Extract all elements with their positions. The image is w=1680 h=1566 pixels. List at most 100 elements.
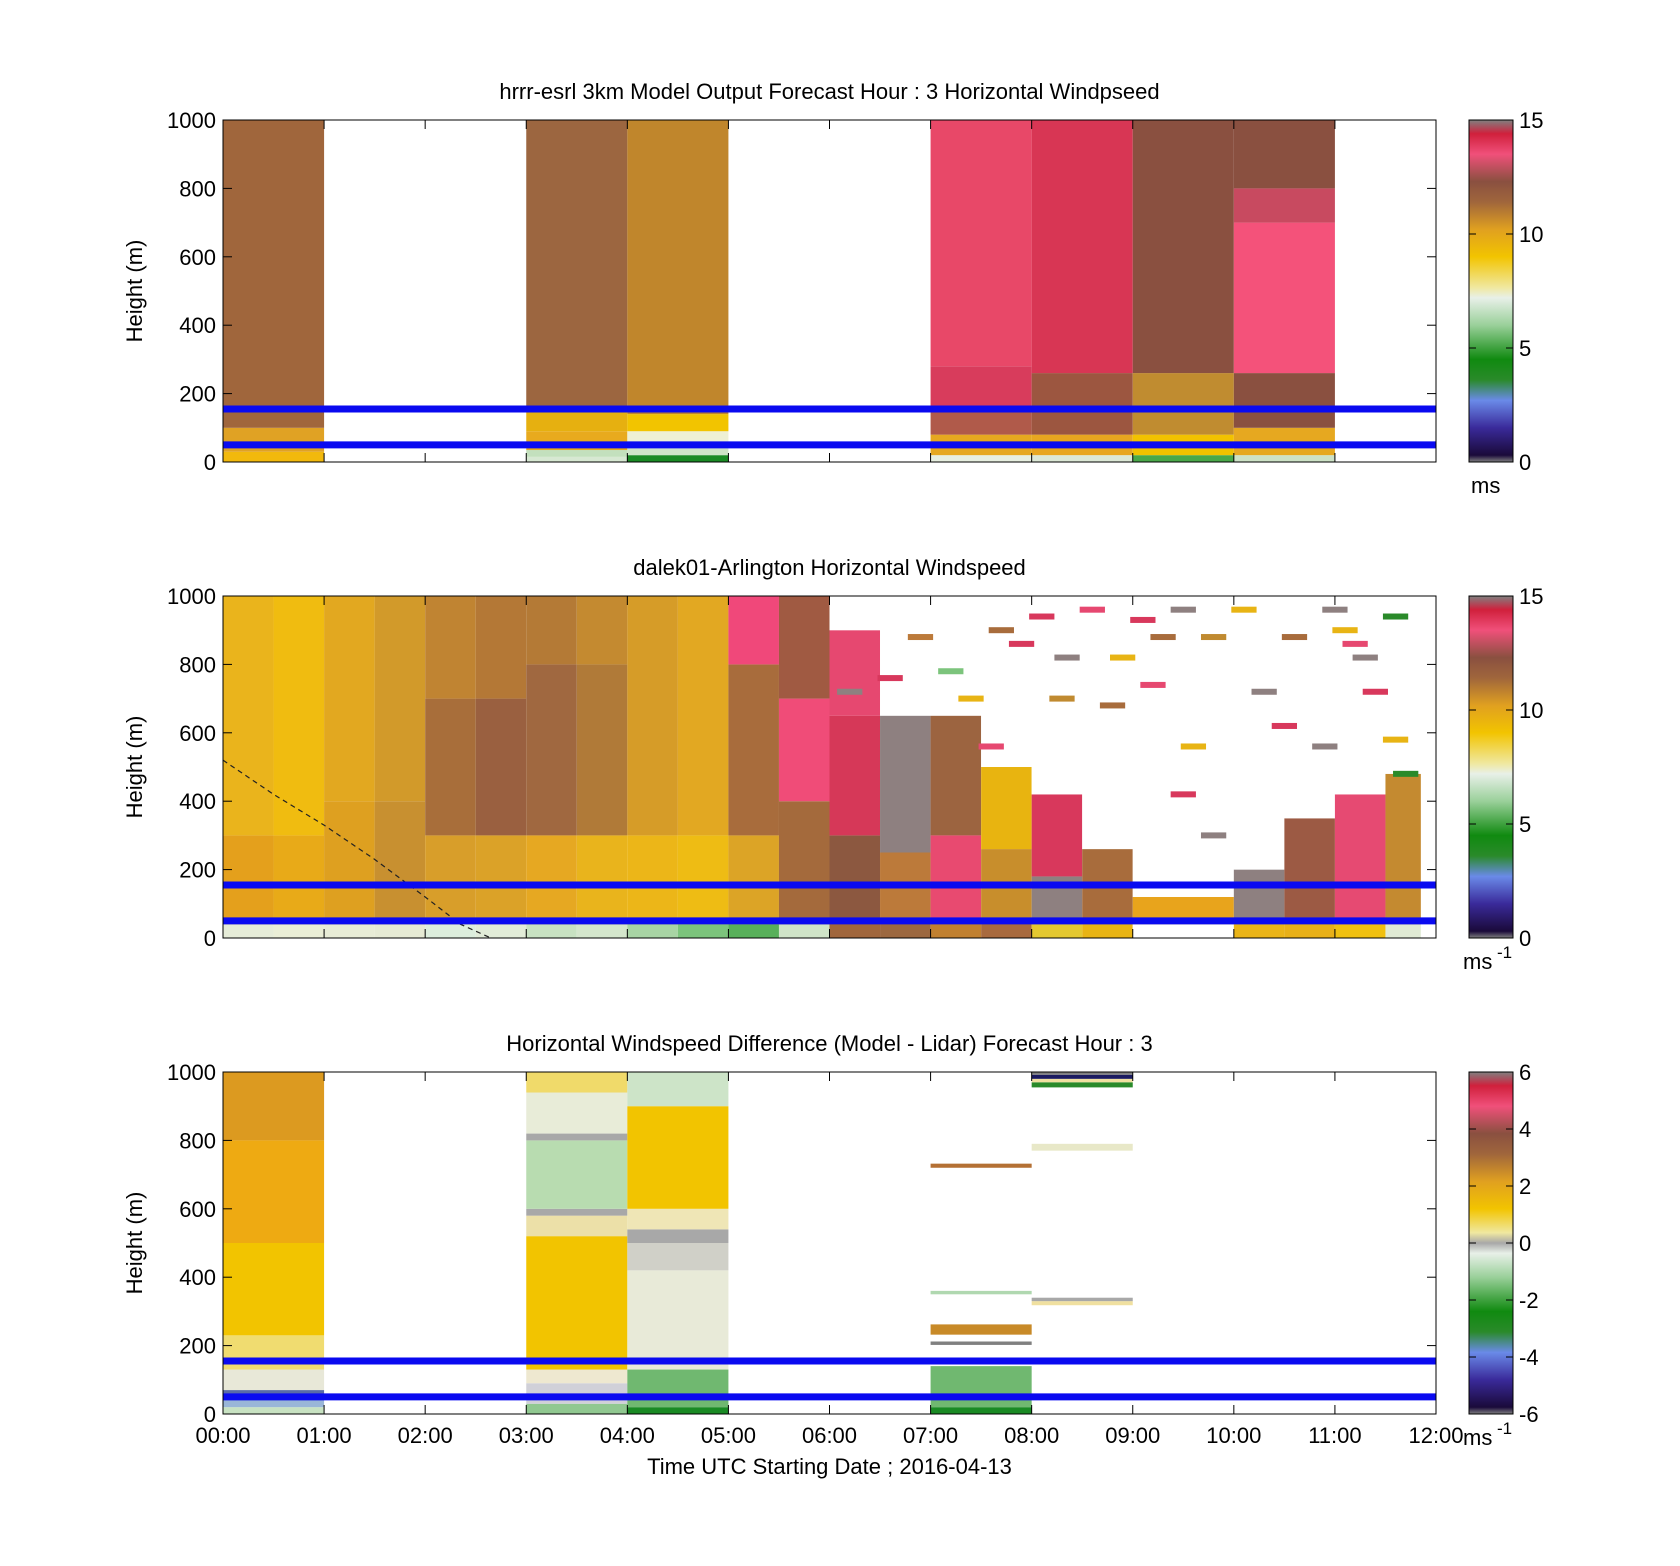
heat-cell	[627, 596, 678, 836]
heat-cell	[1054, 654, 1080, 661]
heat-cell	[526, 1369, 628, 1384]
heat-cell	[425, 835, 476, 925]
heat-cell	[576, 664, 628, 836]
heat-cell	[930, 715, 982, 836]
heat-cell	[1008, 640, 1035, 647]
heat-cell	[627, 120, 729, 415]
y-tick-label: 800	[179, 652, 216, 677]
heat-cell	[981, 767, 1032, 850]
colorbar-tick-label: 15	[1519, 584, 1543, 609]
heat-cell	[324, 924, 375, 938]
panel-title: hrrr-esrl 3km Model Output Forecast Hour…	[499, 79, 1159, 104]
heat-cell	[526, 835, 577, 925]
heat-cell	[1132, 924, 1234, 938]
heat-cell	[1271, 722, 1298, 729]
heat-cell	[1031, 455, 1133, 462]
heat-cell	[627, 1208, 729, 1230]
heat-cell	[425, 596, 476, 699]
heat-cell	[978, 743, 1004, 750]
heat-cell	[324, 801, 375, 925]
heat-cell	[880, 596, 931, 716]
panel-3: 0 200 400 600 800 1000 00:00 01:00 02:00 03:00 04:…	[122, 1031, 1539, 1479]
heat-cell	[627, 835, 678, 925]
heat-cell	[1079, 606, 1105, 613]
y-tick-label: 400	[179, 1265, 216, 1290]
heat-cell	[930, 1163, 1032, 1168]
colorbar-unit-exponent: -1	[1497, 1419, 1512, 1438]
heat-cell	[223, 1407, 325, 1414]
colorbar-tick-label: -2	[1519, 1288, 1539, 1313]
heat-cell	[1233, 455, 1335, 462]
heat-cell	[475, 698, 527, 836]
x-tick-label: 05:00	[701, 1423, 756, 1448]
heat-cell	[1382, 613, 1409, 620]
heat-cell	[1031, 924, 1083, 938]
y-tick-label: 0	[204, 450, 216, 475]
x-tick-label: 09:00	[1105, 1423, 1160, 1448]
heat-cell	[1031, 794, 1083, 877]
heat-cell	[930, 1290, 1032, 1295]
heat-cell	[223, 1072, 325, 1141]
heat-cell	[1231, 606, 1257, 613]
heat-cell	[223, 1369, 325, 1391]
heat-cell	[223, 1400, 325, 1408]
heat-cell	[778, 801, 830, 925]
heat-cell	[1132, 120, 1234, 374]
heat-cell	[374, 596, 426, 802]
heat-cell	[223, 120, 325, 428]
heat-cell	[677, 596, 729, 836]
panel-1: 0 200 400 600 800 1000 hrrr-esrl 3km Model Out…	[122, 79, 1543, 498]
heat-cell	[1385, 924, 1421, 938]
heat-cell	[1334, 596, 1386, 795]
x-tick-label: 08:00	[1004, 1423, 1059, 1448]
x-tick-label: 07:00	[903, 1423, 958, 1448]
heat-cell	[374, 801, 426, 925]
heat-cell	[1312, 743, 1338, 750]
heat-cell	[273, 924, 325, 938]
heat-cell	[223, 596, 274, 836]
y-axis-label: Height (m)	[122, 716, 147, 819]
x-axis-label: Time UTC Starting Date ; 2016-04-13	[647, 1454, 1012, 1479]
heat-cell	[576, 596, 628, 665]
heat-cell	[677, 835, 729, 925]
heat-cell	[930, 455, 1032, 462]
y-tick-label: 800	[179, 176, 216, 201]
heat-cell	[1284, 818, 1335, 918]
heat-cell	[1362, 688, 1388, 695]
heat-cell	[627, 448, 729, 456]
heat-cell	[223, 1243, 325, 1336]
heat-cell	[223, 835, 274, 925]
heat-cell	[1180, 743, 1207, 750]
heat-cell	[627, 924, 678, 938]
x-tick-label: 06:00	[802, 1423, 857, 1448]
heat-cell	[778, 924, 830, 938]
heat-cell	[223, 924, 274, 938]
heat-cell	[223, 451, 325, 462]
heat-cell	[938, 668, 964, 675]
heat-cell	[374, 924, 426, 938]
y-tick-label: 0	[204, 1402, 216, 1427]
heat-cell	[907, 634, 934, 641]
heat-cell	[1334, 924, 1386, 938]
colorbar-unit-exponent: -1	[1497, 943, 1512, 962]
heat-cell	[1031, 1143, 1133, 1151]
y-tick-label: 800	[179, 1128, 216, 1153]
heat-cell	[930, 1341, 1032, 1345]
heat-cell	[425, 698, 476, 836]
heat-cell	[627, 1407, 729, 1414]
colorbar-tick-label: 10	[1519, 698, 1543, 723]
heat-cell	[930, 1407, 1032, 1414]
heat-cell	[1233, 924, 1285, 938]
heat-cell	[1031, 1078, 1133, 1083]
heat-cell	[1031, 373, 1133, 435]
colorbar	[1468, 119, 1514, 463]
heat-cell	[1110, 654, 1136, 661]
heat-cell	[829, 630, 881, 716]
heat-cell	[1200, 832, 1227, 839]
heat-cell	[627, 1072, 729, 1107]
heat-cell	[1233, 869, 1285, 925]
heat-cell	[324, 596, 375, 802]
heat-cell	[829, 835, 881, 918]
x-tick-label: 11:00	[1308, 1423, 1361, 1448]
heat-cell	[526, 1403, 628, 1414]
